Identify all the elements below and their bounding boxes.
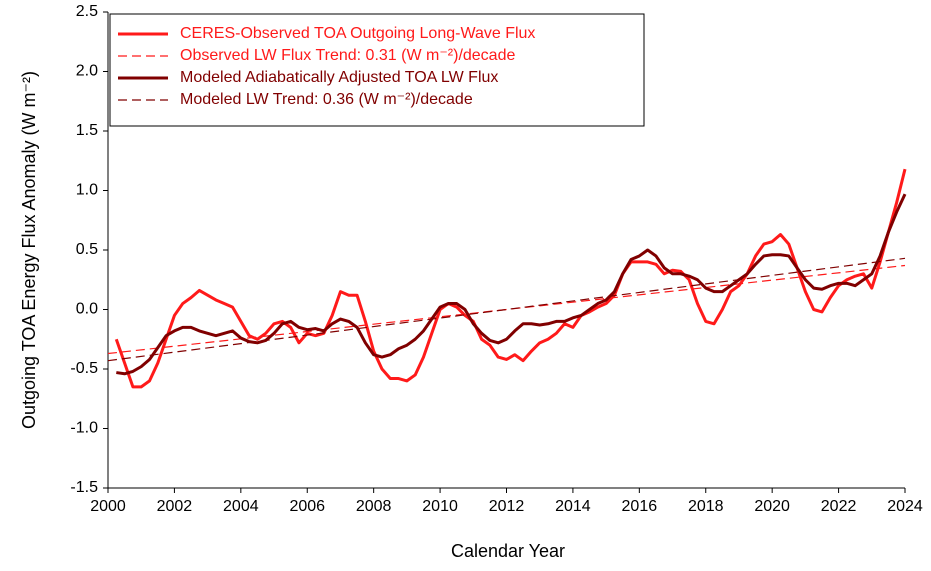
legend-box — [109, 13, 645, 127]
y-tick-label: 2.5 — [76, 3, 98, 20]
y-tick-label: -1.5 — [70, 479, 98, 496]
x-tick-label: 2012 — [489, 498, 525, 515]
x-tick-label: 2014 — [555, 498, 591, 515]
data-line — [116, 193, 907, 376]
y-tick-label: 0.0 — [76, 301, 98, 318]
y-tick-label: -1.0 — [70, 420, 98, 437]
y-axis-title: Outgoing TOA Energy Flux Anomaly (W m⁻²) — [19, 71, 39, 429]
x-tick-label: 2020 — [754, 498, 790, 515]
x-tick-label: 2006 — [289, 498, 325, 515]
x-tick-label: 2018 — [688, 498, 724, 515]
x-tick-label: 2000 — [90, 498, 126, 515]
legend-label: CERES-Observed TOA Outgoing Long-Wave Fl… — [180, 25, 535, 42]
x-tick-label: 2024 — [887, 498, 923, 515]
x-tick-label: 2022 — [821, 498, 857, 515]
x-tick-label: 2010 — [422, 498, 458, 515]
x-tick-label: 2008 — [356, 498, 392, 515]
data-line — [114, 168, 907, 389]
y-tick-label: 1.5 — [76, 122, 98, 139]
legend-label: Modeled Adiabatically Adjusted TOA LW Fl… — [180, 69, 498, 86]
y-tick-label: 2.0 — [76, 63, 98, 80]
x-axis-title: Calendar Year — [451, 541, 565, 561]
x-tick-label: 2016 — [622, 498, 658, 515]
legend-label: Observed LW Flux Trend: 0.31 (W m⁻²)/dec… — [180, 47, 515, 64]
trend-line — [107, 257, 906, 362]
legend-label: Modeled LW Trend: 0.36 (W m⁻²)/decade — [180, 91, 473, 108]
y-tick-label: -0.5 — [70, 360, 98, 377]
y-tick-label: 1.0 — [76, 182, 98, 199]
y-tick-label: 0.5 — [76, 241, 98, 258]
x-tick-label: 2002 — [157, 498, 193, 515]
x-tick-label: 2004 — [223, 498, 259, 515]
